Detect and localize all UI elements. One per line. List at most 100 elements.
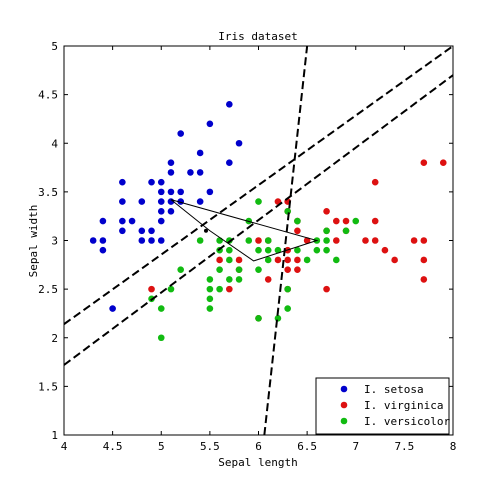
chart-title: Iris dataset: [218, 30, 297, 43]
data-point-isetosa-12: [138, 198, 146, 205]
data-point-iversicolor-41: [323, 227, 330, 235]
data-point-isetosa-34: [206, 188, 214, 196]
data-point-iversicolor-32: [284, 285, 291, 293]
data-point-iversicolor-22: [255, 315, 262, 322]
data-point-isetosa-6: [119, 217, 126, 225]
data-point-ivirginica-17: [294, 266, 301, 273]
y-tick-label-2: 2: [51, 332, 58, 345]
data-point-ivirginica-7: [264, 276, 272, 283]
data-point-isetosa-29: [177, 130, 184, 137]
y-tick-label-7: 4.5: [38, 89, 58, 102]
data-point-ivirginica-34: [391, 256, 398, 264]
x-tick-label-5: 6.5: [297, 440, 317, 453]
data-point-iversicolor-24: [255, 246, 262, 254]
data-point-iversicolor-29: [274, 315, 282, 322]
data-point-iversicolor-30: [274, 246, 282, 254]
data-point-isetosa-32: [196, 169, 204, 176]
data-point-isetosa-21: [157, 178, 165, 186]
data-point-isetosa-15: [148, 178, 155, 186]
legend-box: [315, 377, 450, 435]
y-tick-label-0: 1: [51, 429, 58, 442]
y-tick-label-3: 2.5: [38, 283, 58, 296]
data-point-isetosa-14: [148, 227, 155, 235]
data-point-isetosa-19: [157, 198, 165, 205]
data-point-iversicolor-1: [157, 334, 165, 342]
data-point-isetosa-30: [187, 169, 194, 176]
data-point-ivirginica-24: [323, 208, 330, 215]
data-point-ivirginica-40: [439, 159, 447, 166]
legend-label-1: I. virginica: [364, 399, 443, 412]
legend-marker-1: [340, 401, 348, 409]
data-point-iversicolor-16: [226, 246, 233, 254]
data-point-isetosa-38: [235, 139, 243, 147]
data-point-iversicolor-44: [352, 217, 360, 225]
data-point-iversicolor-7: [206, 295, 214, 303]
data-point-ivirginica-12: [284, 266, 291, 273]
data-point-ivirginica-4: [235, 256, 243, 264]
data-point-iversicolor-2: [157, 305, 165, 312]
data-point-iversicolor-15: [226, 256, 233, 264]
data-point-iversicolor-35: [294, 217, 301, 225]
data-point-isetosa-8: [119, 178, 126, 186]
data-point-isetosa-26: [167, 159, 175, 166]
data-point-isetosa-28: [177, 188, 184, 196]
data-point-iversicolor-23: [255, 266, 262, 273]
data-point-iversicolor-6: [206, 305, 214, 312]
data-point-ivirginica-38: [420, 237, 428, 244]
data-point-iversicolor-33: [284, 208, 291, 215]
data-point-ivirginica-25: [333, 237, 340, 244]
data-point-ivirginica-33: [381, 246, 389, 254]
data-point-ivirginica-22: [323, 285, 330, 293]
data-point-isetosa-5: [119, 227, 126, 235]
data-point-iversicolor-28: [264, 237, 272, 244]
data-point-iversicolor-31: [284, 305, 291, 312]
data-point-iversicolor-3: [167, 285, 175, 293]
centroid-path-line: [170, 199, 319, 262]
data-point-iversicolor-39: [323, 246, 330, 254]
legend: I. setosa I. virginica I. versicolor: [315, 377, 450, 435]
data-point-iversicolor-10: [216, 285, 223, 293]
data-point-isetosa-3: [99, 217, 107, 225]
data-point-ivirginica-28: [342, 217, 350, 225]
data-point-isetosa-18: [157, 208, 165, 215]
x-tick-label-0: 4: [61, 440, 68, 453]
data-point-isetosa-33: [196, 149, 204, 157]
data-point-iversicolor-27: [264, 246, 272, 254]
data-point-isetosa-7: [119, 198, 126, 205]
data-point-isetosa-4: [109, 305, 116, 312]
data-point-iversicolor-42: [333, 256, 340, 264]
y-axis-title: Sepal width: [27, 205, 40, 278]
plot-area: [64, 46, 453, 435]
x-tick-label-1: 4.5: [103, 440, 123, 453]
data-point-iversicolor-18: [235, 276, 243, 283]
data-point-iversicolor-40: [323, 237, 330, 244]
data-point-iversicolor-36: [303, 256, 311, 264]
data-point-ivirginica-19: [294, 227, 301, 235]
data-point-isetosa-31: [196, 198, 204, 205]
plot-content: [64, 46, 453, 435]
data-point-ivirginica-0: [148, 285, 155, 293]
data-point-isetosa-24: [167, 188, 175, 196]
x-tick-label-8: 8: [450, 440, 457, 453]
data-point-ivirginica-1: [216, 256, 223, 264]
data-point-ivirginica-6: [255, 237, 262, 244]
y-tick-label-6: 4: [51, 137, 58, 150]
data-point-ivirginica-21: [303, 237, 311, 244]
data-point-iversicolor-20: [245, 237, 253, 244]
data-point-isetosa-22: [167, 208, 175, 215]
data-point-ivirginica-9: [274, 256, 282, 264]
dashed-boundary-line-3: [263, 46, 309, 435]
legend-marker-2: [340, 417, 348, 425]
data-point-isetosa-11: [138, 227, 146, 235]
y-tick-label-1: 1.5: [38, 380, 58, 393]
data-point-ivirginica-37: [420, 256, 428, 264]
data-point-ivirginica-32: [371, 178, 379, 186]
data-point-ivirginica-18: [294, 256, 301, 264]
data-point-isetosa-0: [89, 237, 97, 244]
data-point-isetosa-35: [206, 120, 214, 128]
x-tick-label-7: 7.5: [394, 440, 414, 453]
data-point-iversicolor-11: [216, 266, 223, 273]
data-point-iversicolor-14: [226, 276, 233, 283]
data-point-iversicolor-4: [177, 266, 184, 273]
